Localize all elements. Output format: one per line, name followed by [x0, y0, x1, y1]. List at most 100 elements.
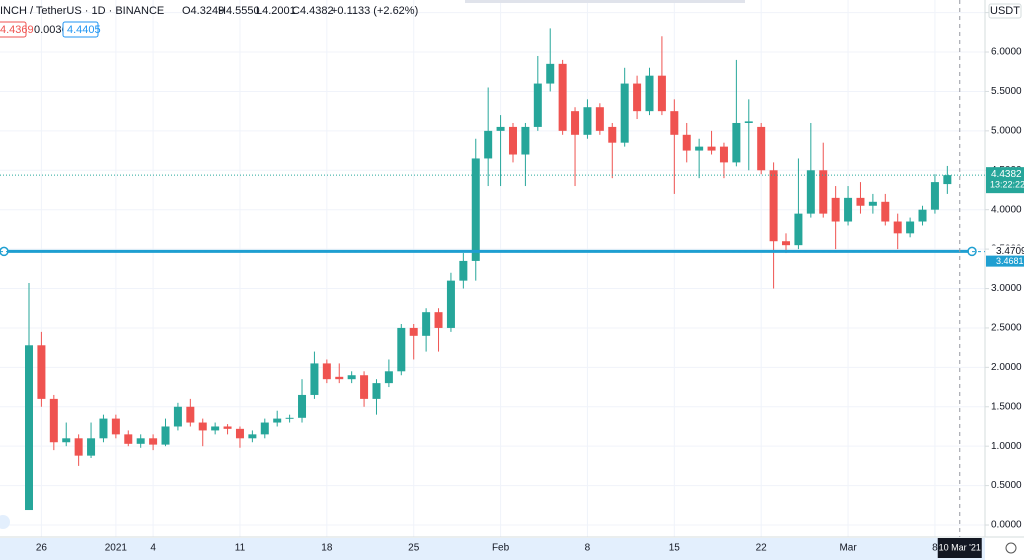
- ohlc-close: C4.4382: [292, 5, 334, 17]
- candle-body: [37, 345, 46, 399]
- ohlc-high: H4.5550: [218, 5, 260, 17]
- x-axis-band: [0, 538, 985, 560]
- candle-body: [620, 83, 629, 143]
- candle-body: [583, 107, 592, 135]
- candle-body: [360, 375, 369, 399]
- candle-body: [161, 426, 170, 445]
- candle-body: [943, 175, 952, 185]
- y-tick-label: 2.5000: [991, 323, 1022, 334]
- candle-body: [211, 426, 220, 431]
- currency: USDT: [990, 5, 1020, 17]
- y-tick-label: 0.0000: [991, 520, 1022, 531]
- candle-body: [335, 376, 344, 380]
- toolbar-edge: [465, 0, 745, 3]
- ohlc-open: O4.3249: [182, 5, 224, 17]
- candle-body: [558, 63, 567, 131]
- level-label: 3.4709: [996, 246, 1024, 257]
- candle-body: [930, 182, 939, 210]
- ohlc-low: L4.2001: [256, 5, 296, 17]
- candle-body: [595, 107, 604, 131]
- candle-body: [757, 126, 766, 171]
- x-tick-label: 8: [585, 543, 591, 554]
- candle-body: [732, 122, 741, 163]
- candle-body: [149, 438, 158, 445]
- y-tick-label: 5.0000: [991, 126, 1022, 137]
- candle-body: [310, 363, 319, 395]
- candle-body: [260, 422, 269, 435]
- candle-body: [111, 418, 120, 435]
- candle-body: [124, 434, 133, 444]
- candle-body: [409, 327, 418, 336]
- y-tick-label: 1.5000: [991, 401, 1022, 412]
- candle-body: [99, 418, 108, 439]
- candle-body: [744, 121, 753, 123]
- x-tick-label: 26: [36, 543, 48, 554]
- candle-body: [657, 75, 666, 112]
- settings-icon[interactable]: [1005, 542, 1017, 554]
- candle-body: [571, 111, 580, 135]
- candle-body: [298, 394, 307, 418]
- candle-body: [285, 417, 294, 419]
- candle-body: [422, 312, 431, 336]
- candle-body: [782, 241, 791, 246]
- candle-body: [87, 438, 96, 456]
- ask-box[interactable]: [62, 21, 99, 38]
- candle-body: [645, 75, 654, 112]
- candle-body: [173, 406, 182, 427]
- scroll-icon[interactable]: [0, 515, 10, 529]
- x-tick-label: 15: [669, 543, 681, 554]
- candle-body: [434, 312, 443, 328]
- currency-box[interactable]: [988, 3, 1022, 19]
- plot-area: [0, 0, 985, 537]
- spread: 0.0036: [34, 24, 68, 36]
- candle-body: [496, 126, 505, 131]
- candle-body: [918, 209, 927, 222]
- candle-body: [695, 146, 704, 151]
- countdown: 13:22:22: [990, 180, 1024, 190]
- candle-body: [707, 146, 716, 151]
- x-tick-label: 2021: [105, 543, 128, 554]
- y-tick-label: 0.5000: [991, 480, 1022, 491]
- candle-body: [682, 134, 691, 151]
- candle-body: [248, 434, 257, 439]
- candle-body: [794, 213, 803, 246]
- y-tick-label: 1.0000: [991, 441, 1022, 452]
- candle-body: [74, 438, 83, 456]
- candle-body: [186, 406, 195, 423]
- level-box: [986, 255, 1024, 267]
- candle-body: [819, 170, 828, 214]
- candle-body: [719, 146, 728, 163]
- candle-body: [322, 363, 331, 380]
- candle-body: [136, 438, 145, 444]
- candle-body: [397, 327, 406, 372]
- bid-price: 4.4369: [0, 24, 34, 36]
- y-tick-label: 4.0000: [991, 204, 1022, 215]
- candle-body: [893, 221, 902, 234]
- candle-body: [273, 418, 282, 423]
- candle-body: [484, 130, 493, 159]
- candle-body: [459, 260, 468, 281]
- y-tick-label: 6.0000: [991, 47, 1022, 58]
- level-box: [991, 245, 1024, 258]
- candle-body: [49, 398, 58, 443]
- candle-body: [372, 383, 381, 399]
- candle-body: [769, 170, 778, 242]
- x-tick-label: 8: [932, 543, 938, 554]
- candle-body: [806, 170, 815, 214]
- y-tick-label: 5.5000: [991, 86, 1022, 97]
- x-tick-label: Feb: [492, 543, 510, 554]
- candle-body: [856, 197, 865, 206]
- x-tick-label: 4: [150, 543, 156, 554]
- candle-body: [25, 345, 33, 511]
- last-price-box: [986, 167, 1024, 194]
- bid-box[interactable]: [0, 21, 27, 38]
- last-price-label: 4.4382: [991, 169, 1022, 180]
- candle-body: [62, 438, 71, 443]
- candle-body: [670, 111, 679, 135]
- candle-body: [844, 197, 853, 222]
- x-tick-label: 25: [408, 543, 420, 554]
- y-tick-label: 2.0000: [991, 362, 1022, 373]
- candle-body: [633, 83, 642, 112]
- x-tick-label: 22: [756, 543, 768, 554]
- candle-body: [235, 428, 244, 439]
